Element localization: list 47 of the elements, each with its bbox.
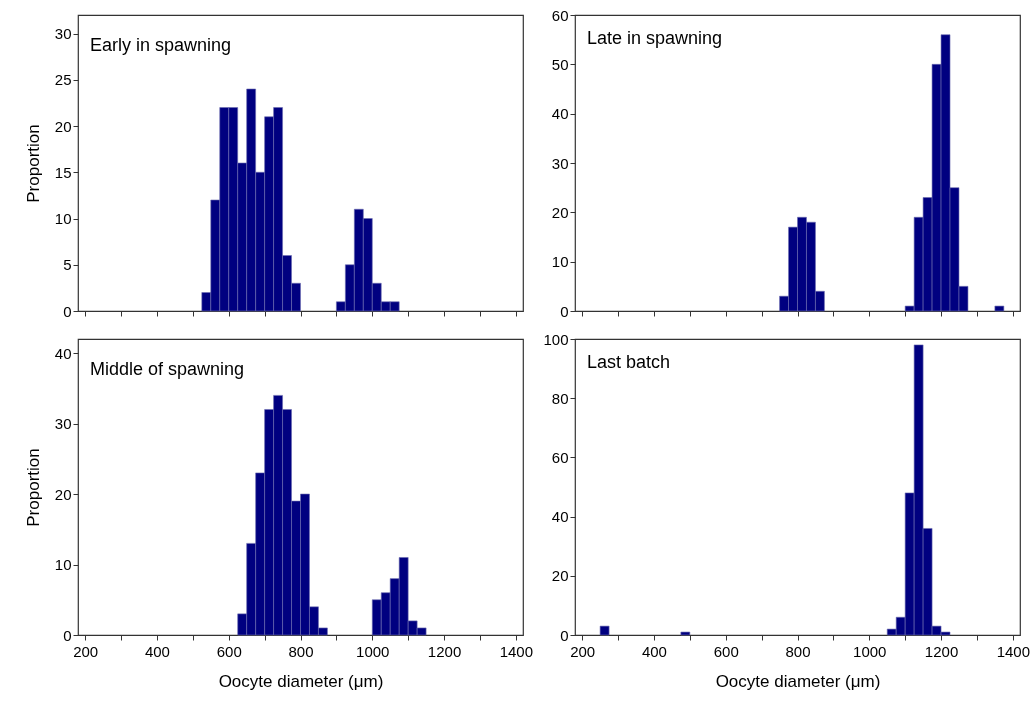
y-tick-label: 30 xyxy=(54,415,72,433)
x-tick-label: 600 xyxy=(713,642,739,660)
x-tick-label: 1000 xyxy=(356,642,390,660)
y-tick-label: 20 xyxy=(551,567,569,585)
y-tick-label: 60 xyxy=(551,448,569,466)
y-tick-label: 0 xyxy=(560,302,569,320)
x-tick-label: 600 xyxy=(216,642,242,660)
y-tick-label: 20 xyxy=(54,485,72,503)
text: Last batch xyxy=(587,352,671,372)
y-tick-label: 50 xyxy=(551,55,569,73)
y-tick-label: 30 xyxy=(54,25,72,42)
y-tick-label: 0 xyxy=(560,626,569,644)
y-tick-label: 30 xyxy=(551,154,569,172)
x-tick-label: 400 xyxy=(641,642,667,660)
x-tick-label: 400 xyxy=(144,642,170,660)
y-tick-label: 20 xyxy=(54,117,72,135)
text: Early in spawning xyxy=(90,35,232,55)
y-tick-label: 15 xyxy=(54,163,72,181)
y-tick-label: 10 xyxy=(54,210,72,227)
x-tick-label: 1400 xyxy=(499,642,534,660)
y-tick-label: 40 xyxy=(54,344,72,362)
x-tick-label: 800 xyxy=(288,642,314,660)
y-tick-label: 40 xyxy=(551,105,569,123)
x-tick-label: 800 xyxy=(785,642,811,660)
y-tick-label: 40 xyxy=(551,508,569,526)
x-tick-label: 200 xyxy=(570,642,596,660)
x-tick-label: 200 xyxy=(73,642,99,660)
y-tick-label: 80 xyxy=(551,389,569,407)
x-tick-label: 1400 xyxy=(996,642,1031,660)
y-tick-label: 0 xyxy=(63,302,72,320)
x-tick-label: 1200 xyxy=(924,642,959,660)
text: Middle of spawning xyxy=(90,359,245,379)
y-tick-label: 0 xyxy=(63,626,72,644)
y-tick-label: 60 xyxy=(551,6,569,24)
x-axis-title: Oocyte diameter (μm) xyxy=(218,671,384,691)
y-axis-title: Proportion xyxy=(23,448,43,527)
text: Late in spawning xyxy=(587,28,723,48)
y-tick-label: 100 xyxy=(543,330,569,348)
y-tick-label: 20 xyxy=(551,203,569,221)
y-axis-title: Proportion xyxy=(23,124,43,203)
y-tick-label: 5 xyxy=(63,256,72,274)
y-tick-label: 10 xyxy=(54,556,72,574)
y-tick-label: 25 xyxy=(54,71,72,89)
x-axis-title: Oocyte diameter (μm) xyxy=(715,671,881,691)
x-tick-label: 1000 xyxy=(853,642,887,660)
x-tick-label: 1200 xyxy=(427,642,462,660)
y-tick-label: 10 xyxy=(551,253,569,271)
